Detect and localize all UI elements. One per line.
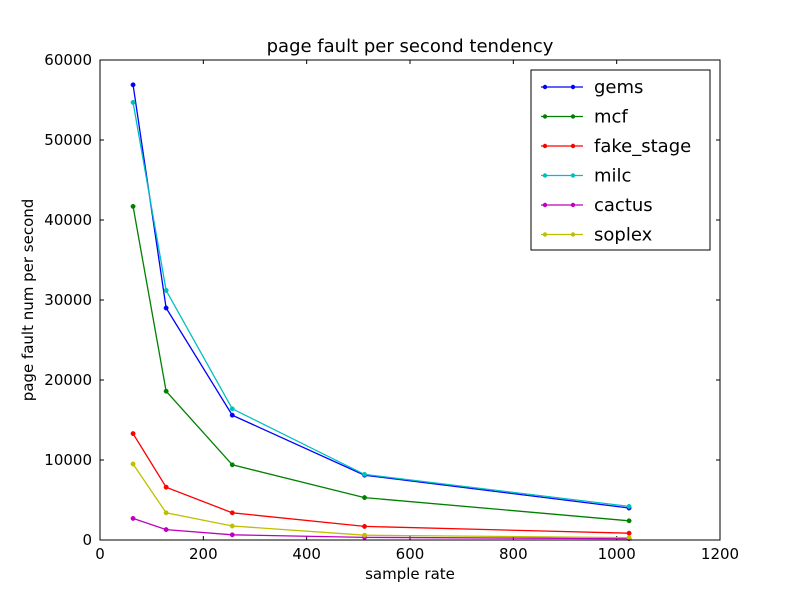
y-axis-label: page fault num per second [19, 199, 37, 402]
data-point-fake_stage [163, 484, 169, 490]
legend-marker-milc [542, 173, 548, 178]
chart-title: page fault per second tendency [267, 36, 554, 57]
legend-marker-milc [570, 173, 576, 178]
x-tick-label: 600 [396, 545, 425, 563]
legend-marker-soplex [542, 232, 548, 237]
x-tick-label: 1200 [701, 545, 739, 563]
legend-label-soplex: soplex [594, 225, 653, 246]
data-point-mcf [362, 495, 367, 501]
data-point-soplex [130, 461, 136, 467]
y-tick-label: 0 [82, 531, 92, 549]
data-point-cactus [229, 532, 235, 538]
legend-marker-fake_stage [542, 143, 548, 149]
legend-marker-gems [542, 84, 548, 90]
data-point-milc [130, 99, 136, 105]
data-point-fake_stage [626, 530, 632, 536]
data-point-cactus [163, 527, 169, 533]
legend-marker-cactus [542, 202, 548, 208]
data-point-gems [130, 82, 136, 88]
legend-label-gems: gems [594, 77, 643, 98]
data-point-fake_stage [229, 510, 235, 516]
legend-box [530, 69, 711, 251]
legend-marker-mcf [542, 114, 548, 119]
legend-label-milc: milc [594, 166, 631, 187]
legend-marker-cactus [570, 202, 576, 208]
data-point-mcf [163, 388, 169, 394]
x-tick-label: 800 [499, 545, 528, 563]
y-tick-label: 40000 [44, 211, 92, 229]
y-tick-label: 50000 [44, 131, 92, 149]
y-tick-label: 20000 [44, 371, 92, 389]
legend-label-fake_stage: fake_stage [594, 136, 691, 157]
data-point-cactus [130, 515, 136, 521]
data-point-soplex [362, 532, 367, 538]
legend-marker-fake_stage [570, 143, 576, 149]
data-point-milc [163, 287, 169, 293]
x-tick-label: 200 [189, 545, 218, 563]
data-point-soplex [626, 535, 632, 541]
data-point-mcf [130, 203, 136, 209]
x-tick-label: 400 [292, 545, 321, 563]
data-point-soplex [229, 523, 235, 529]
data-point-gems [163, 305, 169, 311]
data-point-soplex [163, 510, 169, 516]
data-point-mcf [229, 462, 235, 468]
x-tick-label: 1000 [598, 545, 636, 563]
legend-label-cactus: cactus [594, 195, 653, 216]
data-point-fake_stage [130, 431, 136, 437]
x-axis-label: sample rate [365, 565, 455, 583]
legend-marker-mcf [570, 114, 576, 119]
data-point-milc [229, 406, 235, 412]
data-point-milc [362, 471, 367, 477]
legend-marker-gems [570, 84, 576, 90]
data-point-gems [229, 412, 235, 418]
y-tick-label: 10000 [44, 451, 92, 469]
x-tick-label: 0 [95, 545, 105, 563]
axes-frame [99, 59, 721, 541]
legend-label-mcf: mcf [594, 107, 628, 128]
legend-marker-soplex [570, 232, 576, 237]
data-point-milc [626, 503, 632, 509]
plot-area: 0 200 400 600 800 1000 1200 0 10000 20000 30000 400… [44, 51, 739, 563]
data-point-fake_stage [362, 523, 367, 529]
y-tick-label: 30000 [44, 291, 92, 309]
y-tick-label: 60000 [44, 51, 92, 69]
data-point-mcf [626, 518, 632, 524]
